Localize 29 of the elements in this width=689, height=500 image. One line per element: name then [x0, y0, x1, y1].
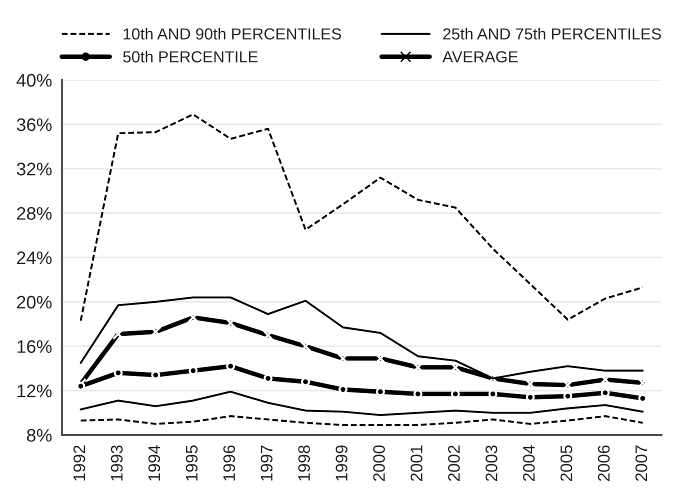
y-tick-label: 8%: [26, 428, 52, 442]
x-tick-label: 2007: [635, 446, 648, 481]
x-tick-label: 1997: [260, 446, 273, 481]
x-tick-label: 2003: [486, 445, 498, 481]
x-tick-label: 2006: [598, 445, 610, 481]
y-tick-label: 16%: [18, 340, 52, 353]
y-tick-label: 24%: [17, 251, 52, 264]
legend-label: 25th AND 75th PERCENTILES: [443, 28, 661, 40]
y-tick-label: 20%: [17, 296, 52, 309]
y-tick-label: 12%: [18, 384, 52, 398]
x-tick-label: 1996: [223, 445, 236, 481]
legend-label: 50th PERCENTILE: [123, 50, 258, 62]
x-tick-label: 2005: [560, 445, 572, 481]
y-tick-label: 28%: [17, 207, 52, 220]
x-tick-label: 1999: [336, 446, 348, 481]
x-tick-label: 1995: [186, 445, 198, 481]
x-tick-label: 2004: [522, 445, 535, 481]
y-tick-label: 40%: [16, 74, 52, 87]
x-tick-label: 2000: [373, 445, 385, 481]
y-tick-label: 36%: [16, 118, 52, 132]
x-tick-label: 1993: [110, 445, 123, 481]
x-tick-label: 1998: [298, 445, 310, 481]
legend-label: 10th AND 90th PERCENTILES: [124, 28, 342, 40]
x-tick-label: 2002: [448, 446, 460, 481]
x-tick-label: 1994: [148, 445, 160, 481]
x-tick-label: 2001: [410, 446, 422, 481]
legend-label: AVERAGE: [442, 51, 518, 62]
x-tick-label: 1992: [73, 446, 86, 481]
y-tick-label: 32%: [16, 162, 52, 176]
